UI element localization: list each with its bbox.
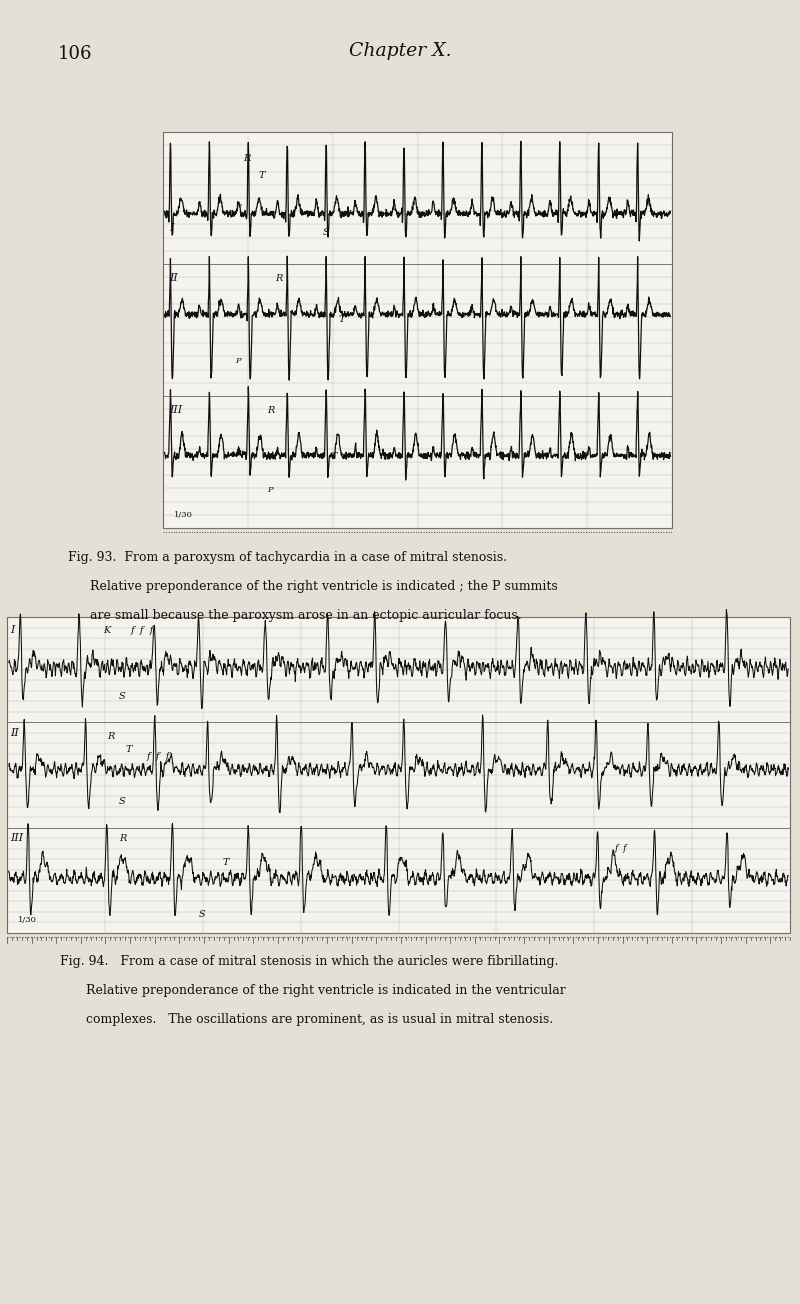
Text: Relative preponderance of the right ventricle is indicated ; the P summits: Relative preponderance of the right vent… <box>90 580 558 593</box>
Text: 1/30: 1/30 <box>174 511 193 519</box>
Text: III: III <box>170 406 182 415</box>
Text: P: P <box>235 202 241 210</box>
Text: R: R <box>119 835 126 844</box>
Text: T: T <box>126 745 132 754</box>
Text: T: T <box>339 316 346 325</box>
Text: R: R <box>267 406 274 415</box>
Text: f  f  f: f f f <box>147 752 170 762</box>
Text: II: II <box>10 728 19 738</box>
Text: 106: 106 <box>58 44 92 63</box>
Text: P: P <box>267 486 273 494</box>
Text: S: S <box>323 228 330 237</box>
Text: R: R <box>243 154 250 163</box>
Text: I: I <box>170 223 174 233</box>
Text: R: R <box>275 274 282 283</box>
Text: Fig. 94.   From a case of mitral stenosis in which the auricles were fibrillatin: Fig. 94. From a case of mitral stenosis … <box>60 955 558 968</box>
Text: Chapter X.: Chapter X. <box>349 42 451 60</box>
Text: are small because the paroxysm arose in an ectopic auricular focus.: are small because the paroxysm arose in … <box>90 609 522 622</box>
Text: f  f: f f <box>615 844 627 853</box>
Text: K: K <box>103 626 110 635</box>
Text: T: T <box>223 858 230 867</box>
Text: Relative preponderance of the right ventricle is indicated in the ventricular: Relative preponderance of the right vent… <box>86 983 566 996</box>
Text: T: T <box>331 452 338 462</box>
Text: II: II <box>170 273 178 283</box>
Text: f  f  f: f f f <box>131 626 154 635</box>
Text: III: III <box>10 833 23 844</box>
Text: S: S <box>119 692 126 702</box>
Bar <box>163 132 672 528</box>
Text: S: S <box>119 798 126 806</box>
Text: P: P <box>235 357 241 365</box>
Text: T: T <box>259 171 266 180</box>
Text: Fig. 93.  From a paroxysm of tachycardia in a case of mitral stenosis.: Fig. 93. From a paroxysm of tachycardia … <box>68 552 507 565</box>
Text: R: R <box>107 732 114 741</box>
Text: I: I <box>10 625 14 635</box>
Text: complexes.   The oscillations are prominent, as is usual in mitral stenosis.: complexes. The oscillations are prominen… <box>86 1012 553 1025</box>
Text: S: S <box>199 910 206 919</box>
Text: 1/30: 1/30 <box>18 917 37 925</box>
Bar <box>7 617 790 932</box>
